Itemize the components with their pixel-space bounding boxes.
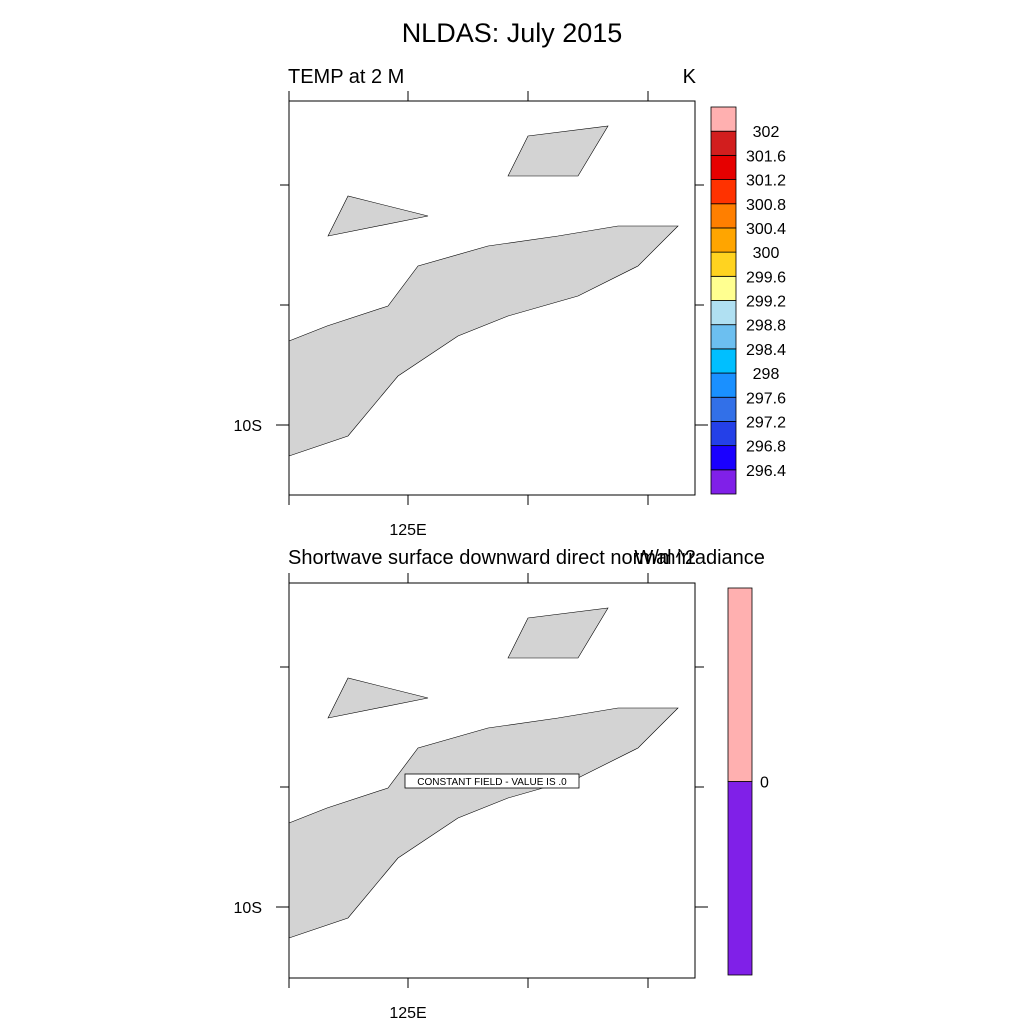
colorbar-box bbox=[727, 781, 753, 976]
land-polygon-main bbox=[288, 225, 679, 457]
panel-temp-land bbox=[288, 125, 679, 457]
panel-shortwave-y-tick-label: 10S bbox=[234, 900, 262, 917]
colorbar-box bbox=[710, 275, 737, 301]
colorbar-label: 299.2 bbox=[746, 294, 786, 311]
colorbar-box bbox=[710, 203, 737, 229]
colorbar-label: 299.6 bbox=[746, 269, 786, 286]
colorbar-box bbox=[710, 179, 737, 205]
panel-temp-ticks bbox=[276, 91, 708, 505]
panel-shortwave-title: Shortwave surface downward direct normal… bbox=[288, 547, 765, 569]
colorbar-label: 298 bbox=[753, 366, 780, 383]
colorbar-label: 0 bbox=[760, 775, 769, 792]
land-polygon-triangle bbox=[327, 677, 429, 719]
land-polygon-parallelogram bbox=[507, 607, 609, 659]
colorbar-box bbox=[710, 372, 737, 398]
colorbar-box bbox=[710, 227, 737, 253]
colorbar-label: 300.4 bbox=[746, 221, 786, 238]
colorbar-box bbox=[710, 324, 737, 350]
panel-shortwave-x-tick-label: 125E bbox=[389, 1005, 426, 1022]
colorbar-label: 298.4 bbox=[746, 342, 786, 359]
panel-temp-title: TEMP at 2 M bbox=[288, 66, 404, 88]
panel-shortwave: Shortwave surface downward direct normal… bbox=[234, 547, 769, 1022]
colorbar-box bbox=[710, 106, 737, 132]
colorbar-box bbox=[710, 251, 737, 277]
panel-temp-frame bbox=[288, 100, 696, 496]
panel-temp-colorbar: 296.4 296.8 297.2 297.6 298 298.4 298.8 299.2 29… bbox=[710, 106, 786, 495]
colorbar-label: 300.8 bbox=[746, 197, 786, 214]
figure-title: NLDAS: July 2015 bbox=[402, 18, 623, 48]
panel-shortwave-ticks bbox=[276, 573, 708, 988]
annotation-text: CONSTANT FIELD - VALUE IS .0 bbox=[417, 777, 567, 788]
colorbar-label: 298.8 bbox=[746, 318, 786, 335]
colorbar-label: 297.2 bbox=[746, 414, 786, 431]
colorbar-label: 301.2 bbox=[746, 173, 786, 190]
panel-shortwave-units: W/m^2 bbox=[634, 547, 696, 569]
colorbar-box bbox=[710, 396, 737, 422]
land-polygon-triangle bbox=[327, 195, 429, 237]
land-polygon-main bbox=[288, 707, 679, 939]
colorbar-box bbox=[710, 348, 737, 374]
panel-shortwave-land bbox=[288, 607, 679, 939]
colorbar-label: 296.4 bbox=[746, 463, 786, 480]
colorbar-label: 297.6 bbox=[746, 390, 786, 407]
panel-shortwave-colorbar: 0 bbox=[727, 587, 769, 976]
colorbar-label: 300 bbox=[753, 245, 780, 262]
panel-shortwave-frame bbox=[288, 582, 696, 979]
colorbar-box bbox=[710, 300, 737, 326]
colorbar-box bbox=[710, 469, 737, 495]
constant-field-annotation: CONSTANT FIELD - VALUE IS .0 bbox=[404, 773, 580, 789]
land-polygon-parallelogram bbox=[507, 125, 609, 177]
colorbar-label: 302 bbox=[753, 124, 780, 141]
colorbar-box bbox=[710, 445, 737, 471]
colorbar-box bbox=[710, 421, 737, 447]
colorbar-label: 301.6 bbox=[746, 148, 786, 165]
annotation-box bbox=[404, 773, 580, 789]
panel-temp-y-tick-label: 10S bbox=[234, 418, 262, 435]
colorbar-box bbox=[727, 587, 753, 782]
colorbar-box bbox=[710, 154, 737, 180]
panel-temp-units: K bbox=[683, 66, 697, 88]
panel-temp-x-tick-label: 125E bbox=[389, 522, 426, 539]
colorbar-box bbox=[710, 130, 737, 156]
colorbar-label: 296.8 bbox=[746, 439, 786, 456]
